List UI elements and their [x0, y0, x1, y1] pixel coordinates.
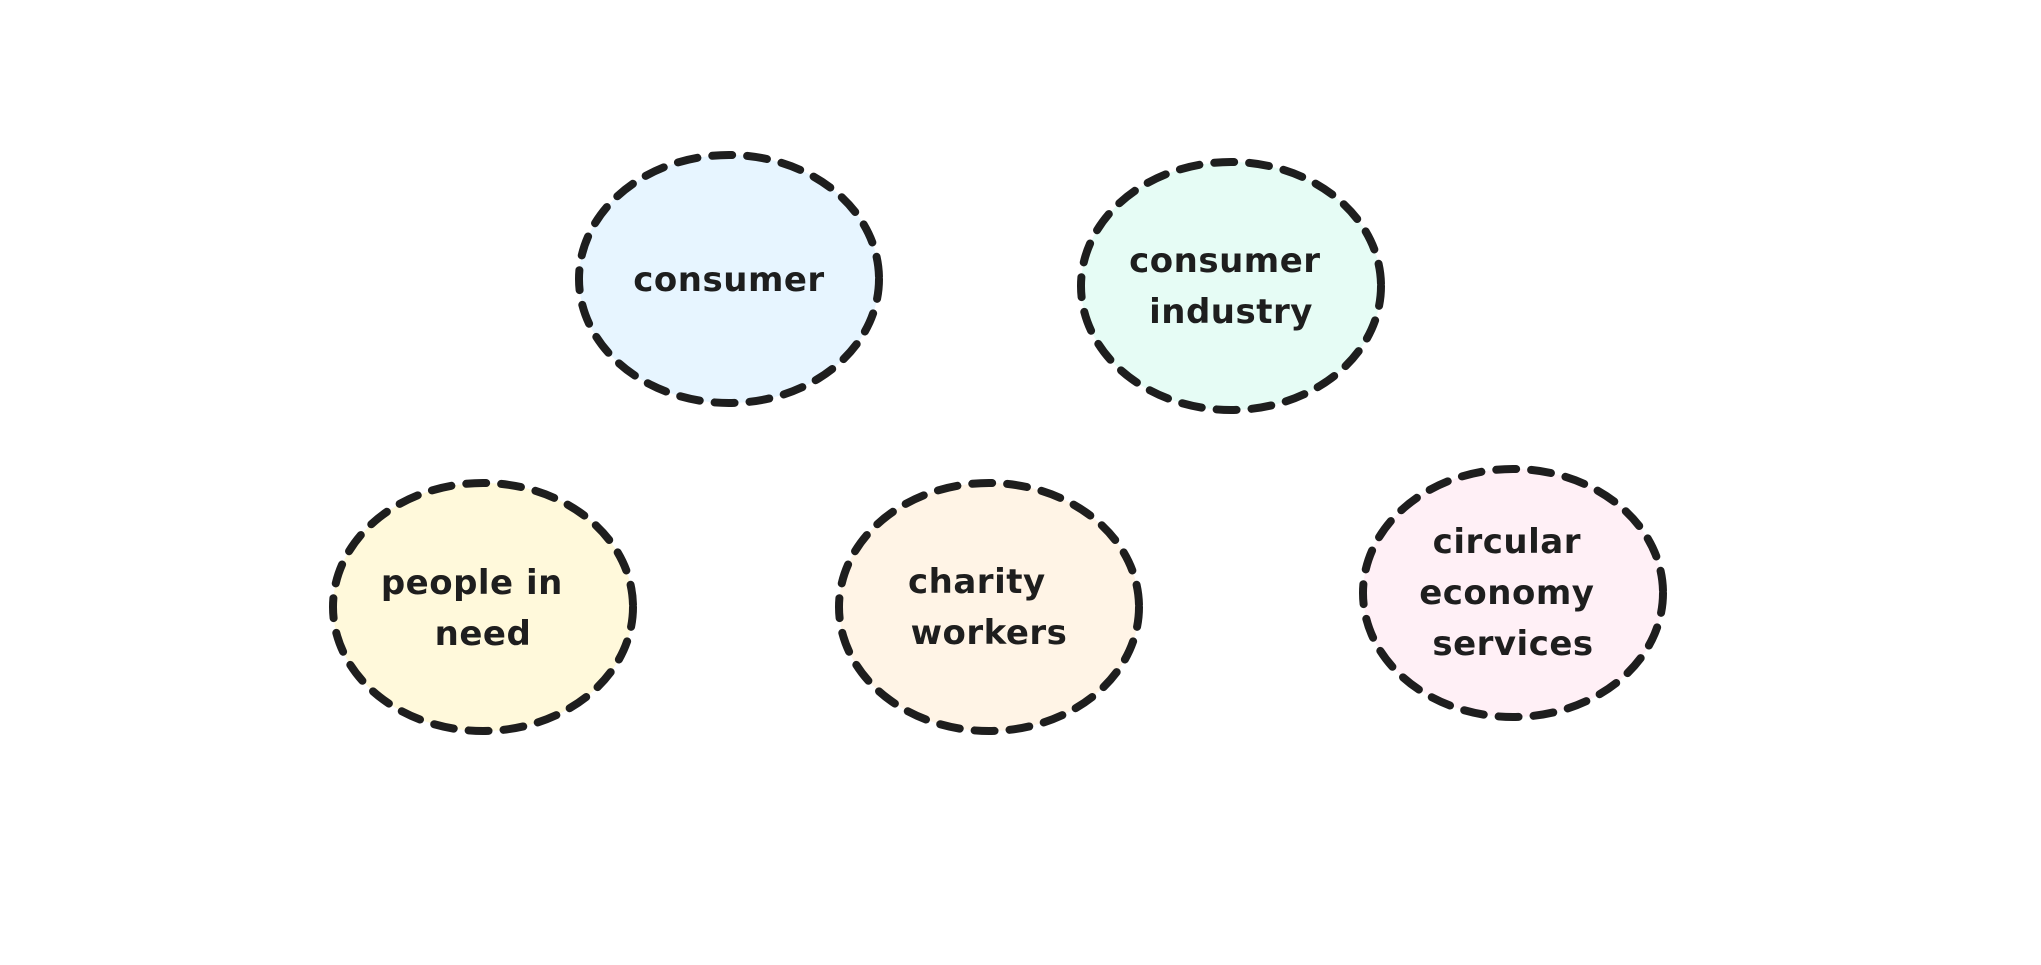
node-people-in-need-label-line: need: [435, 614, 532, 654]
node-consumer-label-line: consumer: [633, 260, 824, 300]
node-consumer-shape: [575, 151, 883, 407]
node-consumer-label: consumer: [633, 260, 824, 300]
node-consumer-industry-shape: [1077, 158, 1385, 414]
node-circular-economy-services-label-line: economy: [1419, 573, 1594, 613]
node-consumer-industry[interactable]: consumer industry: [1077, 158, 1385, 414]
node-charity-workers-label-line: charity: [908, 562, 1046, 602]
node-people-in-need[interactable]: people in need: [329, 479, 637, 735]
node-circular-economy-services-label: circular economy services: [1419, 522, 1607, 664]
node-charity-workers-label: charity workers: [908, 562, 1067, 653]
node-charity-workers[interactable]: charity workers: [835, 479, 1143, 735]
node-people-in-need-label: people in need: [381, 563, 575, 654]
node-charity-workers-shape: [835, 479, 1143, 735]
node-circular-economy-services-shape: [1359, 465, 1667, 721]
node-consumer[interactable]: consumer: [575, 151, 883, 407]
node-circular-economy-services[interactable]: circular economy services: [1359, 465, 1667, 721]
node-charity-workers-label-line: workers: [911, 613, 1068, 653]
node-consumer-industry-label-line: consumer: [1129, 241, 1320, 281]
node-people-in-need-label-line: people in: [381, 563, 563, 603]
node-consumer-industry-label-line: industry: [1149, 292, 1313, 332]
node-consumer-industry-label: consumer industry: [1129, 241, 1333, 332]
node-circular-economy-services-label-line: circular: [1433, 522, 1581, 562]
node-people-in-need-shape: [329, 479, 637, 735]
node-circular-economy-services-label-line: services: [1432, 624, 1593, 664]
